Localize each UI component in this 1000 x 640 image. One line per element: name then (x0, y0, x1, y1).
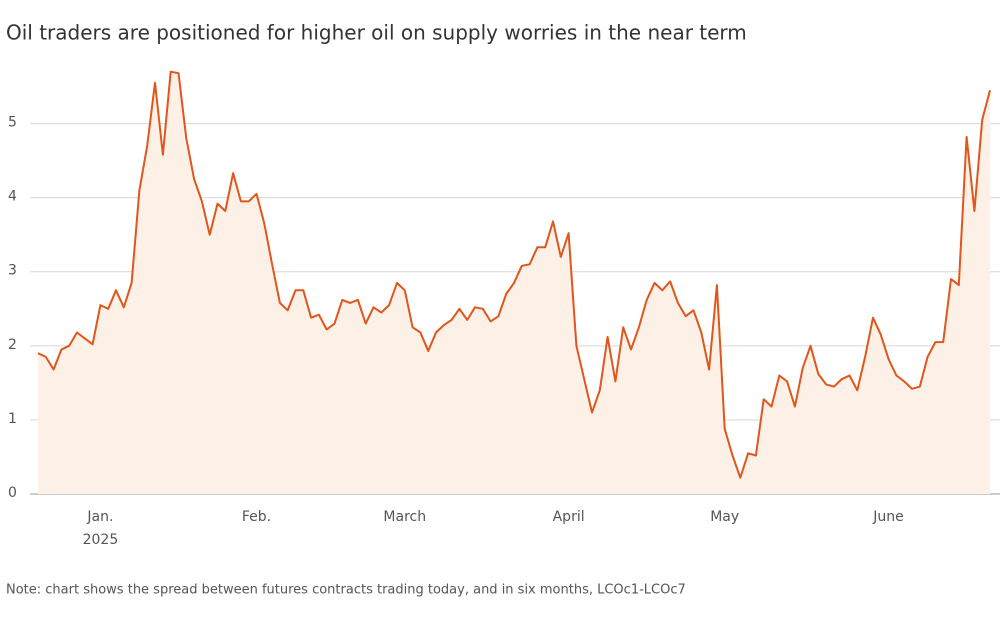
x-tick-label: March (383, 509, 426, 525)
x-tick-label: Feb. (242, 509, 271, 525)
line (37, 70, 991, 479)
area (38, 71, 990, 494)
chart-title: Oil traders are positioned for higher oi… (6, 21, 747, 45)
x-tick-label: June (872, 509, 904, 525)
x-tick-label: April (553, 509, 585, 525)
y-tick-label: 4 (8, 189, 17, 205)
y-tick-label: 0 (8, 485, 17, 501)
x-tick-label: Jan. 2025 (83, 509, 119, 548)
y-tick-label: 2 (8, 337, 17, 353)
x-tick-label: May (710, 509, 739, 525)
y-tick-label: 5 (8, 115, 17, 131)
chart-note: Note: chart shows the spread between fut… (6, 583, 686, 598)
y-tick-label: 3 (8, 263, 17, 279)
y-tick-label: 1 (8, 411, 17, 427)
